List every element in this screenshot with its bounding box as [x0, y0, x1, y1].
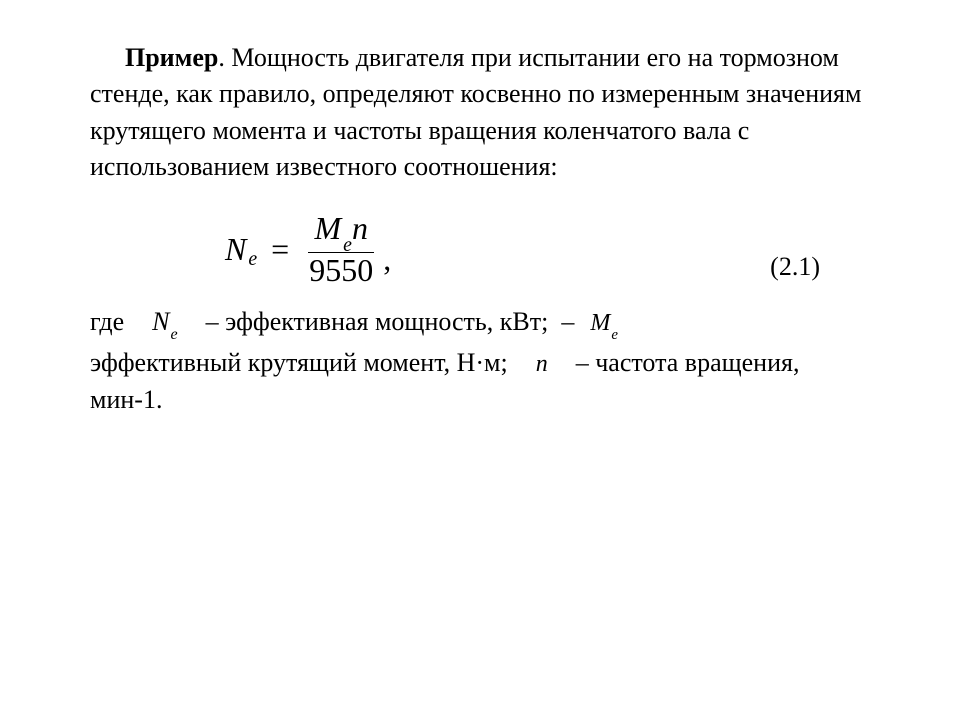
equation-lhs: Ne — [225, 227, 257, 272]
def-sym3: n — [536, 351, 548, 377]
def-sym2-var: M — [590, 310, 610, 336]
num-var1: M — [314, 210, 341, 246]
lhs-var: N — [225, 227, 246, 272]
def-where: где — [90, 307, 124, 336]
definition-paragraph: где Ne – эффективная мощность, кВт; –Me эф… — [90, 303, 870, 419]
example-label: Пример — [125, 43, 218, 72]
equation-fraction: Men 9550 — [303, 211, 379, 288]
def-sym1: Ne — [152, 307, 178, 336]
def-sym2-sub: e — [611, 327, 618, 343]
equals-sign: = — [271, 227, 289, 272]
def-sym1-sub: e — [170, 326, 177, 343]
def-dash2: – — [561, 307, 574, 336]
num-sub1: e — [343, 234, 352, 256]
numerator: Men — [308, 211, 373, 253]
def-sym2: Me — [590, 310, 618, 336]
equation-block: Ne = Men 9550 , (2.1) — [90, 211, 870, 288]
equation-comma: , — [383, 237, 391, 282]
def-text1: – эффективная мощность, кВт; — [206, 307, 549, 336]
def-sym1-var: N — [152, 307, 169, 336]
example-paragraph: Пример. Мощность двигателя при испытании… — [90, 40, 870, 186]
num-var2: n — [352, 210, 368, 246]
equation: Ne = Men 9550 , — [225, 211, 391, 288]
def-text2: эффективный крутящий момент, Н·м; — [90, 348, 508, 377]
denominator: 9550 — [303, 253, 379, 288]
lhs-sub: e — [248, 246, 257, 274]
equation-number: (2.1) — [770, 249, 820, 285]
